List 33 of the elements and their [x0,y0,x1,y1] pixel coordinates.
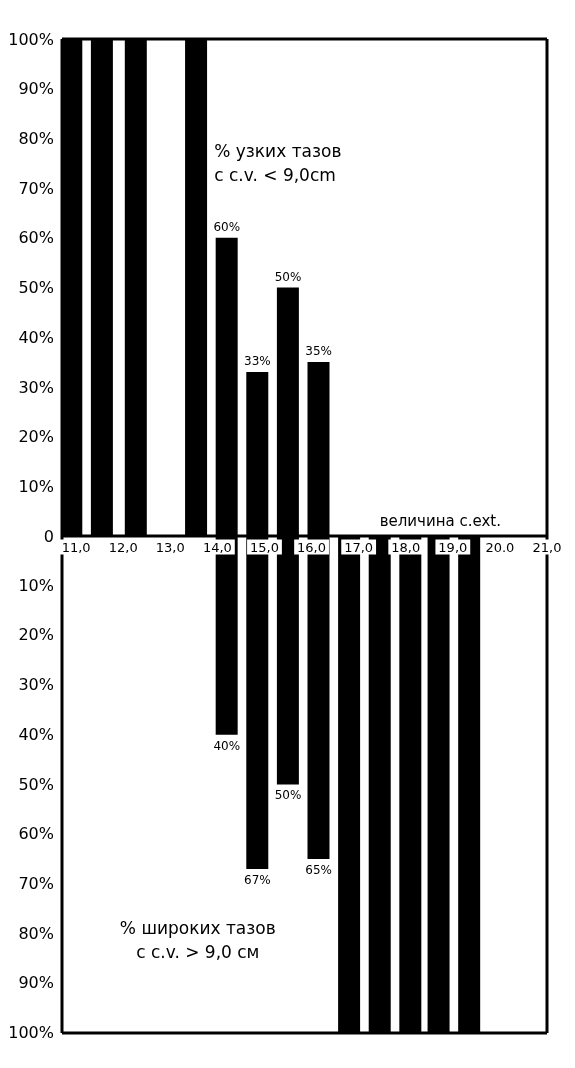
data-label: 67% [244,872,271,887]
data-label: 50% [274,269,302,284]
data-label: 40% [213,738,241,753]
data-label: 35% [305,344,332,359]
x-tick-label: 21,0 [532,539,562,555]
text: % широких тазов с c.v. > 9,0 см [119,917,276,962]
x-tick-label: 20.0 [485,539,515,555]
y-tick-label: 10% [18,476,54,496]
x-tick-label: 17,0 [344,539,374,555]
x-tick-label: 19,0 [438,539,468,555]
data-label: 33% [244,354,271,369]
series-label: % узких тазов с c.v. < 9,0cm [214,141,342,186]
data-label: 50% [274,788,302,803]
y-tick-label: 70% [18,178,54,198]
data-label: 65% [305,862,332,877]
y-tick-label: 50% [18,278,54,298]
y-tick-label: 0 [43,526,54,546]
x-axis-title: величина c.ext. [379,511,501,530]
x-tick-label: 16,0 [297,539,327,555]
y-tick-label: 60% [18,228,54,248]
y-tick-label: 90% [18,79,54,99]
y-tick-label: 20% [18,427,54,447]
x-tick-label: 13,0 [155,539,185,555]
y-tick-label: 40% [18,327,54,347]
x-tick-label: 14,0 [202,539,232,555]
x-tick-label: 18,0 [391,539,421,555]
x-tick-label: 15,0 [250,539,279,555]
data-label: 60% [213,220,241,234]
y-tick-label: 30% [18,377,54,397]
y-tick-label: 100% [8,29,54,49]
y-tick-label: 80% [18,129,54,149]
x-tick-label: 12,0 [108,539,138,555]
x-tick-label: 11,0 [61,539,91,555]
